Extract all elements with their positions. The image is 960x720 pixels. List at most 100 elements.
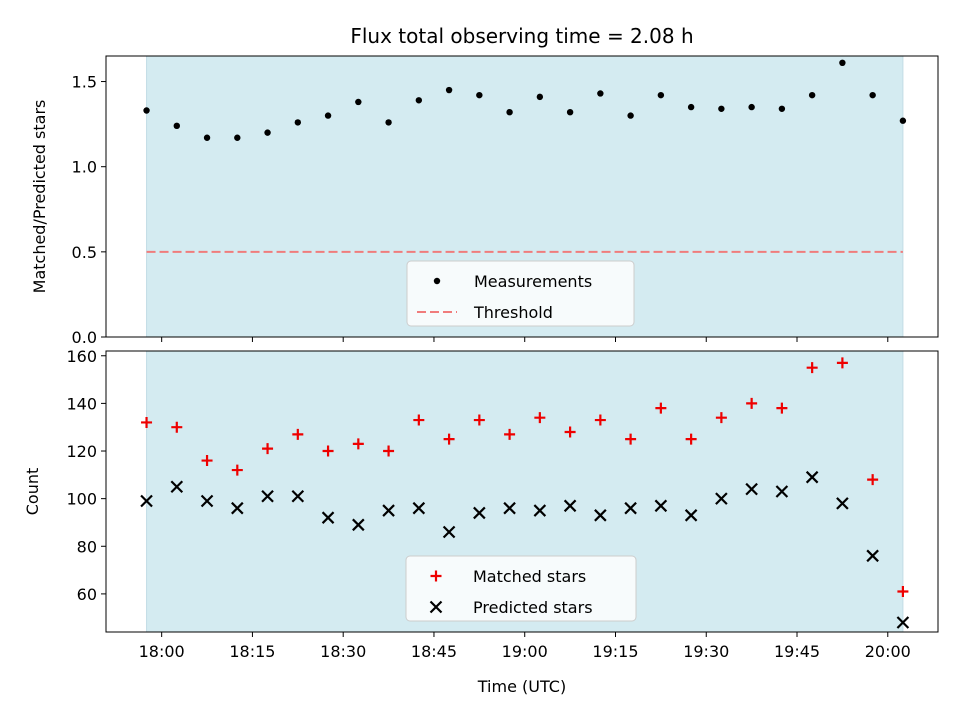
data-point xyxy=(597,90,604,97)
data-point xyxy=(564,426,576,438)
legend xyxy=(405,555,637,622)
bottom-panel: 60 80 100 120 140 160 18:00 18:15 18:30 18:45 19:0… xyxy=(23,347,939,661)
data-point xyxy=(506,109,513,116)
axes-frame xyxy=(105,55,939,338)
data-point xyxy=(292,428,304,440)
data-point xyxy=(264,129,271,136)
y-tick-label: 160 xyxy=(66,347,97,366)
x-tick-label: 19:45 xyxy=(774,642,820,661)
legend-label: Measurements xyxy=(474,272,592,291)
data-point xyxy=(867,474,879,486)
data-point xyxy=(322,445,334,457)
data-point xyxy=(324,112,332,119)
data-point xyxy=(896,616,910,629)
axes-frame xyxy=(105,350,939,633)
legend-label: Matched stars xyxy=(473,567,586,586)
data-point xyxy=(231,501,244,515)
data-point xyxy=(808,91,816,99)
y-tick-label: 80 xyxy=(77,537,97,556)
legend xyxy=(406,260,635,327)
data-point xyxy=(685,433,697,445)
data-point xyxy=(473,414,485,426)
data-point xyxy=(171,421,183,433)
data-point xyxy=(352,518,365,532)
data-point xyxy=(625,433,637,445)
data-point xyxy=(201,455,213,467)
y-tick-label: 0.5 xyxy=(72,243,97,262)
data-point xyxy=(355,98,362,106)
data-point xyxy=(442,525,456,539)
data-point xyxy=(746,397,758,409)
x-tick-label: 18:30 xyxy=(320,642,366,661)
x-tick-label: 19:00 xyxy=(502,642,548,661)
data-point xyxy=(443,433,455,445)
chart-title: Flux total observing time = 2.08 h xyxy=(350,24,693,48)
data-point xyxy=(718,105,725,112)
top-panel: 0.0 0.5 1.0 1.5 Matched/Predicted stars Measu… xyxy=(30,55,939,347)
y-tick-label: 0.0 xyxy=(72,328,97,347)
data-point xyxy=(533,504,547,517)
legend-label: Predicted stars xyxy=(473,598,593,617)
data-point xyxy=(294,119,302,126)
data-point xyxy=(594,414,606,426)
data-point xyxy=(173,122,180,130)
data-point xyxy=(897,586,909,598)
x-tick-label: 19:15 xyxy=(592,642,638,661)
data-point xyxy=(869,91,876,99)
y-tick-label: 120 xyxy=(66,442,97,461)
y-axis-label: Count xyxy=(23,468,42,516)
data-point xyxy=(383,445,395,457)
data-point xyxy=(775,485,789,498)
data-point xyxy=(534,412,546,424)
y-tick-label: 1.5 xyxy=(72,73,97,92)
data-point xyxy=(657,91,665,99)
data-point xyxy=(503,501,516,515)
data-point xyxy=(866,549,879,563)
data-point xyxy=(445,86,453,94)
y-axis-label: Matched/Predicted stars xyxy=(30,100,49,294)
x-tick-label: 18:15 xyxy=(229,642,275,661)
data-point xyxy=(627,112,634,119)
x-axis-label: Time (UTC) xyxy=(477,677,566,696)
legend-marker xyxy=(429,600,443,614)
legend-marker xyxy=(433,277,441,285)
data-point xyxy=(566,109,574,116)
data-point xyxy=(836,357,848,369)
data-point xyxy=(200,494,214,508)
data-point xyxy=(321,511,335,524)
data-point xyxy=(143,107,150,114)
data-point xyxy=(504,428,516,440)
data-point xyxy=(140,494,153,508)
data-point xyxy=(684,509,698,522)
data-point xyxy=(413,414,425,426)
data-point xyxy=(594,509,607,522)
data-point xyxy=(563,499,577,513)
data-point xyxy=(473,506,486,520)
data-point xyxy=(203,134,211,141)
data-point xyxy=(624,501,637,515)
data-point xyxy=(291,489,305,503)
data-point xyxy=(382,504,395,517)
y-tick-label: 1.0 xyxy=(72,158,97,177)
data-point xyxy=(141,416,153,428)
data-point xyxy=(170,480,184,494)
data-point xyxy=(778,105,786,112)
data-point xyxy=(234,134,241,141)
data-point xyxy=(655,402,667,414)
data-point xyxy=(261,489,274,503)
data-point xyxy=(687,103,695,111)
data-point xyxy=(385,119,392,126)
data-point xyxy=(899,117,907,124)
legend-marker xyxy=(430,570,442,582)
data-point xyxy=(412,501,426,515)
x-tick-label: 19:30 xyxy=(683,642,729,661)
y-tick-label: 140 xyxy=(66,394,97,413)
data-point xyxy=(715,412,727,424)
legend-label: Threshold xyxy=(473,303,553,322)
data-point xyxy=(745,482,758,496)
x-tick-label: 18:45 xyxy=(411,642,457,661)
data-point xyxy=(836,497,849,510)
data-point xyxy=(231,464,243,476)
y-tick-label: 60 xyxy=(77,585,97,604)
